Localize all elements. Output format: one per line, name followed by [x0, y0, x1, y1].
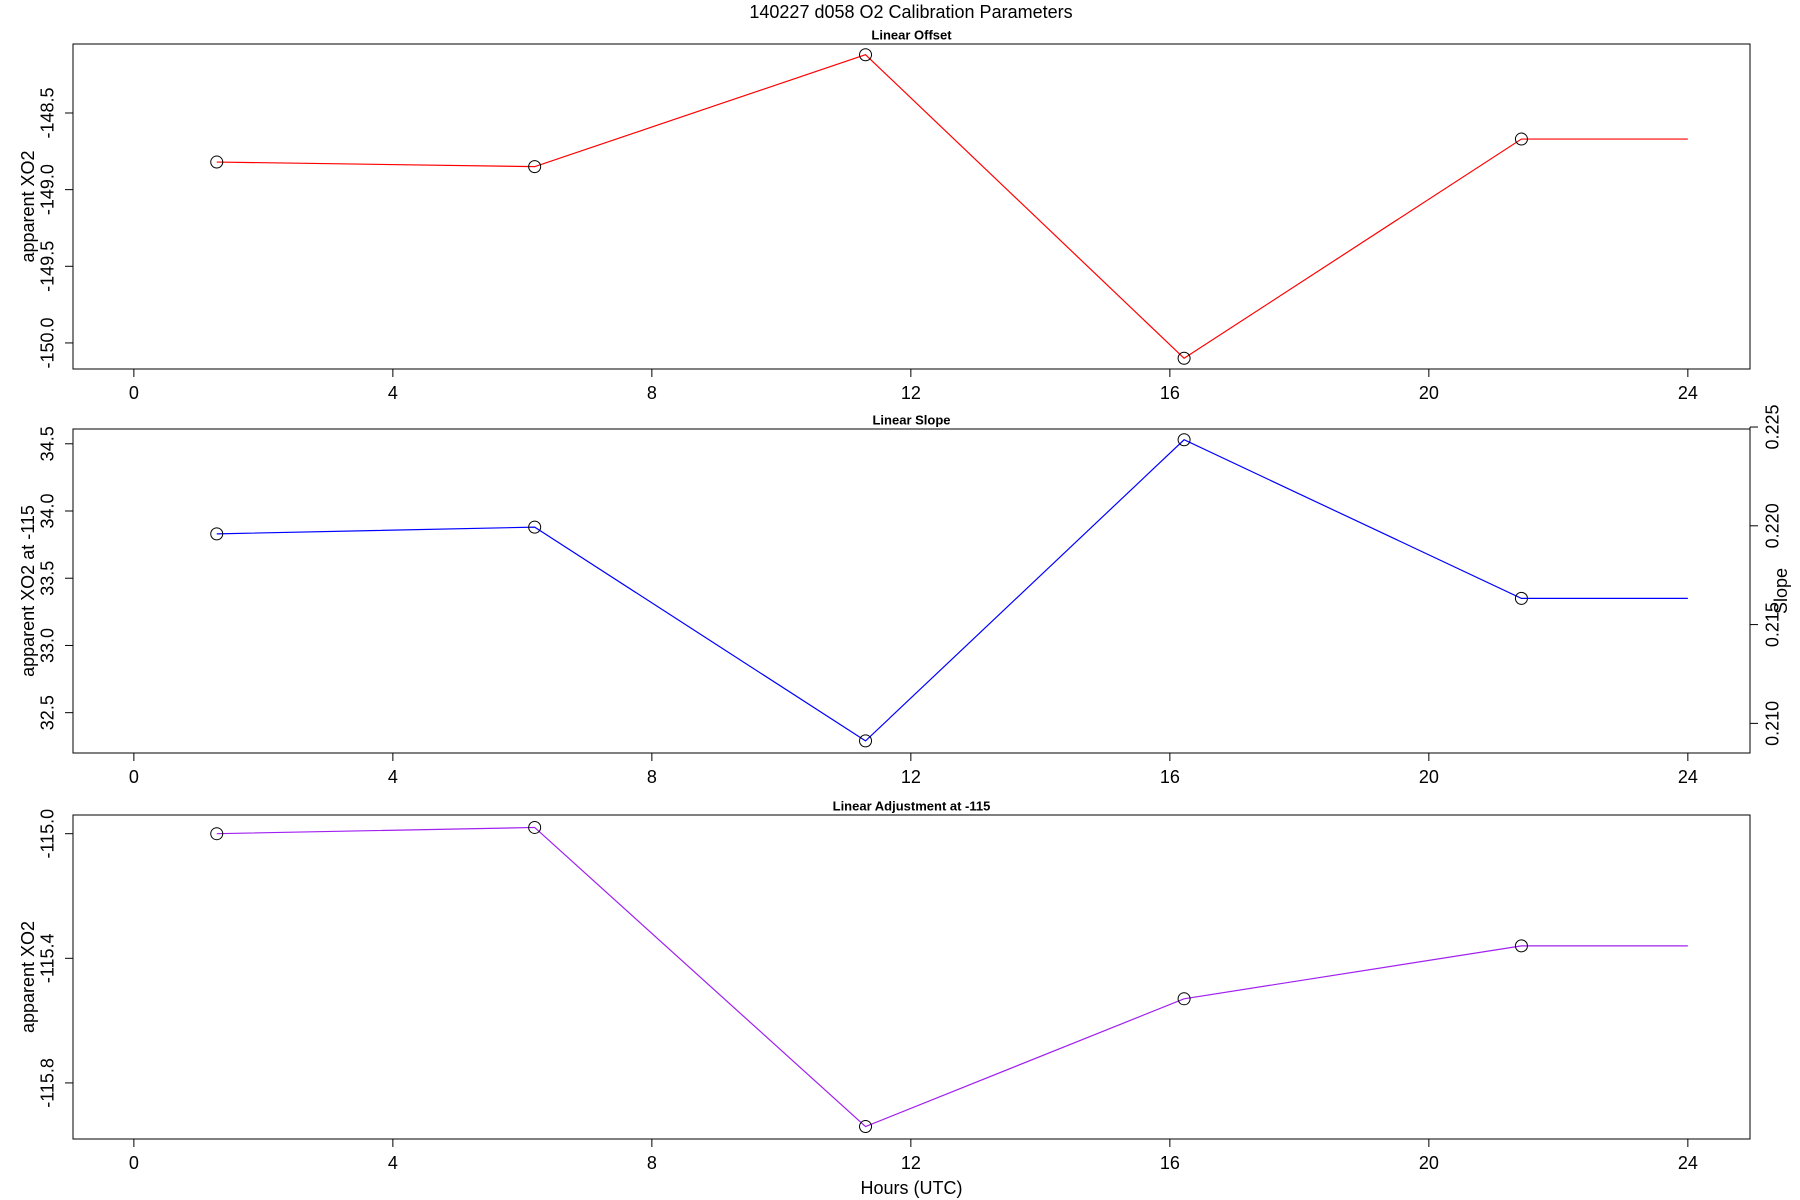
data-point [1514, 591, 1528, 605]
x-tick-label: 24 [1678, 383, 1698, 403]
y-tick-label: 34.0 [38, 493, 58, 528]
y-tick-label: -149.5 [38, 241, 58, 292]
data-point [1514, 939, 1528, 953]
y-axis-label: apparent XO2 [18, 921, 38, 1033]
data-point [1177, 433, 1191, 447]
x-axis-label: Hours (UTC) [861, 1178, 963, 1198]
x-tick-label: 20 [1419, 767, 1439, 787]
data-point [210, 155, 224, 169]
x-tick-label: 12 [901, 767, 921, 787]
y-tick-label: 33.0 [38, 628, 58, 663]
x-tick-label: 16 [1160, 383, 1180, 403]
data-point [528, 820, 542, 834]
y2-tick-label: 0.225 [1763, 405, 1783, 450]
data-point [859, 734, 873, 748]
x-tick-label: 16 [1160, 1153, 1180, 1173]
data-point [210, 527, 224, 541]
data-point [528, 160, 542, 174]
data-point [1177, 992, 1191, 1006]
panel-title: Linear Slope [872, 412, 950, 427]
y-tick-label: 34.5 [38, 426, 58, 461]
data-line [216, 826, 1688, 1128]
x-tick-label: 4 [388, 383, 398, 403]
y-tick-label: -115.0 [38, 809, 58, 859]
panel-title: Linear Adjustment at -115 [833, 798, 991, 813]
data-point [210, 827, 224, 841]
x-tick-label: 24 [1678, 767, 1698, 787]
y-axis-label: apparent XO2 [18, 150, 38, 262]
x-tick-label: 8 [647, 767, 657, 787]
y-tick-label: -149.0 [38, 164, 58, 215]
y-tick-label: -150.0 [38, 317, 58, 368]
x-tick-label: 8 [647, 1153, 657, 1173]
x-tick-label: 12 [901, 1153, 921, 1173]
y2-tick-label: 0.210 [1763, 701, 1783, 746]
x-tick-label: 20 [1419, 383, 1439, 403]
panel-title: Linear Offset [871, 27, 952, 42]
data-point [1177, 351, 1191, 365]
x-tick-label: 12 [901, 383, 921, 403]
data-point [528, 520, 542, 534]
x-tick-label: 0 [129, 383, 139, 403]
y-tick-label: -115.4 [38, 933, 58, 983]
y-tick-label: -148.5 [38, 87, 58, 138]
x-tick-label: 4 [388, 1153, 398, 1173]
y2-tick-label: 0.215 [1763, 602, 1783, 647]
y2-axis-label: Slope [1771, 568, 1791, 614]
data-point [859, 48, 873, 62]
x-tick-label: 4 [388, 767, 398, 787]
y-tick-label: 33.5 [38, 561, 58, 596]
data-line [216, 54, 1688, 360]
x-tick-label: 16 [1160, 767, 1180, 787]
y-tick-label: 32.5 [38, 695, 58, 730]
x-tick-label: 0 [129, 767, 139, 787]
x-tick-label: 20 [1419, 1153, 1439, 1173]
data-point [859, 1120, 873, 1134]
x-tick-label: 24 [1678, 1153, 1698, 1173]
x-tick-label: 0 [129, 1153, 139, 1173]
data-point [1514, 132, 1528, 146]
y-axis-label: apparent XO2 at -115 [18, 505, 38, 677]
x-tick-label: 8 [647, 383, 657, 403]
data-line [216, 439, 1688, 742]
chart-title: 140227 d058 O2 Calibration Parameters [749, 2, 1072, 22]
y2-tick-label: 0.220 [1763, 503, 1783, 548]
y-tick-label: -115.8 [38, 1058, 58, 1108]
